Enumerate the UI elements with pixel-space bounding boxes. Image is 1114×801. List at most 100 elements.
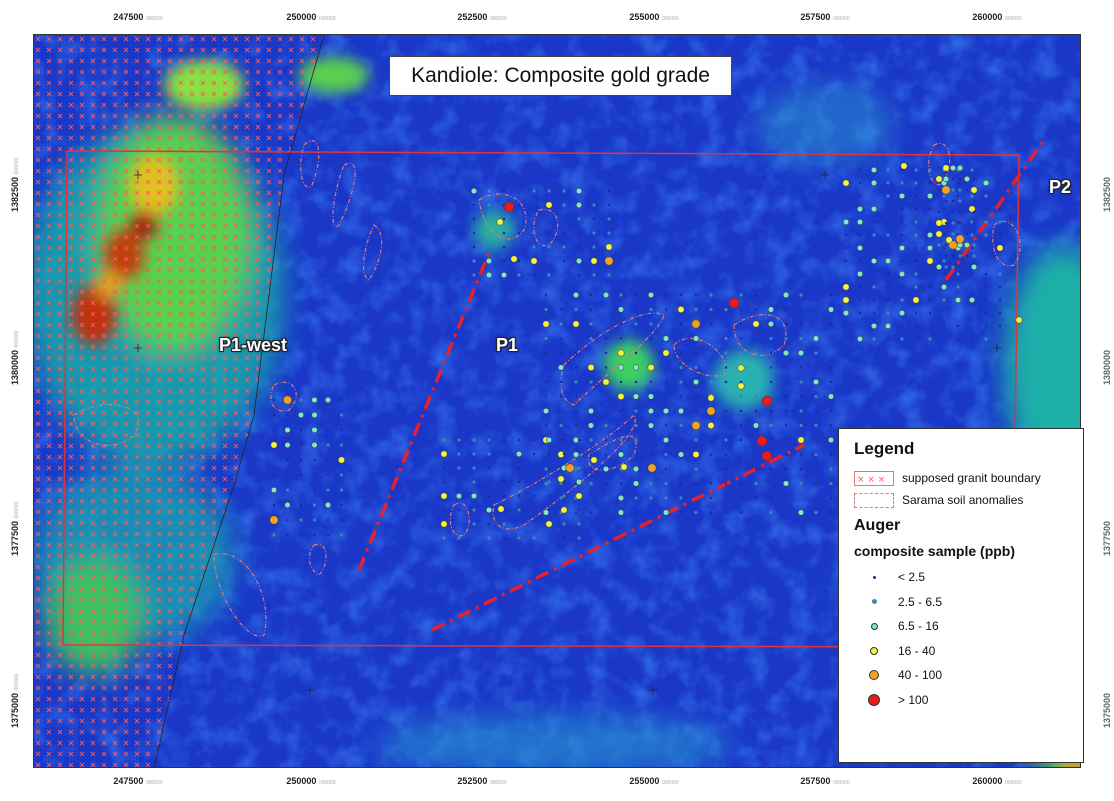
sample-point <box>577 217 581 221</box>
sample-point <box>562 494 566 498</box>
sample-point <box>942 207 946 211</box>
x-tick-label: 255000 000000 <box>629 776 679 786</box>
sample-point <box>956 164 964 172</box>
sample-point <box>269 515 279 525</box>
sample-point <box>956 181 960 185</box>
sample-point <box>664 481 668 486</box>
sample-point <box>587 422 595 429</box>
sample-point <box>472 466 476 470</box>
sample-point <box>617 393 625 400</box>
sample-point <box>574 307 578 312</box>
sample-point <box>900 181 904 185</box>
sample-point <box>856 218 864 226</box>
sample-point <box>829 409 833 413</box>
sample-point <box>590 257 598 265</box>
sample-point <box>958 210 962 214</box>
sample-point <box>784 395 788 398</box>
sample-point <box>814 366 818 369</box>
sample-point <box>814 452 818 457</box>
sample-point <box>324 501 332 509</box>
sample-point <box>900 207 904 211</box>
map-frame[interactable]: Kandiole: Composite gold grade P1-west P… <box>33 34 1081 768</box>
map-canvas[interactable] <box>34 35 1081 768</box>
sample-point <box>532 452 536 456</box>
sample-point <box>942 272 946 276</box>
sample-point <box>694 351 698 355</box>
sample-point <box>502 522 506 526</box>
sample-point <box>784 409 788 413</box>
sample-point <box>842 296 850 304</box>
sample-point <box>589 336 593 341</box>
sample-point <box>575 257 583 265</box>
sample-point <box>559 308 563 311</box>
sample-point <box>617 509 625 516</box>
sample-point <box>968 205 976 213</box>
x-tick-label: 247500 000000 <box>113 12 163 22</box>
sample-point <box>590 456 598 464</box>
sample-point <box>954 296 962 304</box>
sample-point <box>589 467 593 471</box>
sample-point <box>842 283 850 291</box>
sample-point <box>739 293 743 297</box>
sample-point <box>634 351 638 355</box>
auger-samples <box>269 162 1023 540</box>
legend-class-row: < 2.5 <box>854 565 1073 590</box>
sample-point <box>935 175 943 183</box>
sample-point <box>694 409 698 413</box>
sample-point <box>442 438 446 442</box>
sample-point <box>886 168 890 172</box>
sample-point <box>664 424 668 427</box>
sample-point <box>470 492 478 500</box>
sample-point <box>829 293 833 297</box>
sample-point <box>951 265 955 269</box>
sample-point <box>604 453 608 456</box>
sample-point <box>532 245 536 249</box>
sample-point <box>769 351 773 355</box>
sample-point <box>634 511 638 514</box>
sample-point <box>574 409 578 413</box>
sample-point <box>814 482 818 485</box>
y-tick-label: 1377500 000000 <box>10 501 20 556</box>
sample-point <box>532 536 536 540</box>
sample-point <box>299 428 303 432</box>
sample-point <box>577 273 581 277</box>
legend-class-row: 40 - 100 <box>854 663 1073 688</box>
sample-point <box>487 438 491 442</box>
sample-point <box>562 522 566 526</box>
sample-point <box>575 187 583 195</box>
sample-point <box>972 243 976 247</box>
sample-point <box>649 337 653 340</box>
sample-point <box>761 395 773 407</box>
granite-swatch-icon: × × × <box>854 470 894 486</box>
sample-point <box>515 450 523 458</box>
sample-point <box>951 232 955 236</box>
sample-point <box>487 452 491 456</box>
sample-point <box>691 319 701 329</box>
sample-point <box>679 496 683 500</box>
sample-point <box>998 194 1002 198</box>
sample-point <box>884 322 892 330</box>
sample-point <box>844 259 848 263</box>
sample-point <box>562 452 566 456</box>
sample-point <box>814 423 818 428</box>
sample-point <box>547 245 551 249</box>
sample-point <box>963 175 971 183</box>
sample-point <box>958 254 962 258</box>
sample-point <box>797 436 805 444</box>
sample-point <box>286 473 289 477</box>
sample-point <box>951 199 955 203</box>
sample-point <box>692 451 700 458</box>
y-tick-label: 1375000 <box>1102 692 1112 728</box>
legend-class-row: > 100 <box>854 688 1073 713</box>
sample-point <box>649 496 653 500</box>
sample-point <box>944 199 948 203</box>
sample-point <box>799 380 803 384</box>
sample-point <box>326 428 330 432</box>
sample-point <box>829 496 833 500</box>
sample-point <box>886 233 890 237</box>
sample-point <box>914 272 918 276</box>
sample-point <box>926 257 934 265</box>
sample-point <box>739 409 743 413</box>
sample-point <box>679 438 683 442</box>
sample-point <box>592 231 596 235</box>
